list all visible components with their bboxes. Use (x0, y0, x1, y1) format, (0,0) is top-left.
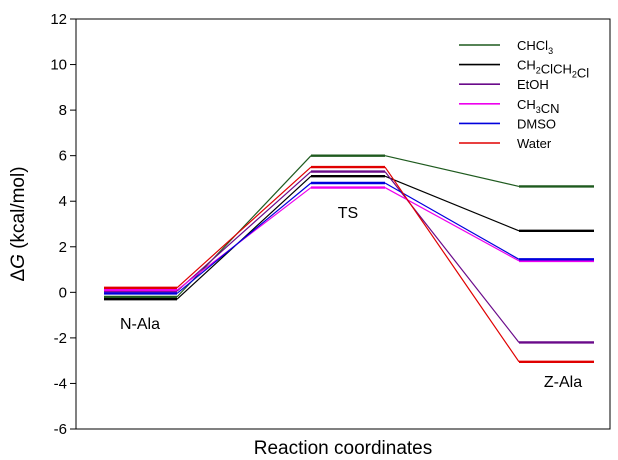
state-label-n-ala: N-Ala (120, 316, 160, 333)
state-label-ts: TS (338, 205, 358, 222)
plot-frame (75, 18, 611, 430)
connector-chcl3 (384, 155, 520, 188)
y-axis: -6 -4 -2 0 2 4 6 8 10 12 (50, 11, 76, 438)
legend-label-etoh: EtOH (517, 77, 549, 92)
legend-label-ch2clch2cl: CH2ClCH2Cl (517, 58, 589, 81)
connector-etoh (176, 171, 312, 292)
legend-label-dmso: DMSO (517, 116, 556, 131)
y-tick-label: 6 (59, 148, 67, 165)
y-axis-title-unit: (kcal/mol) (8, 166, 29, 254)
y-axis-title-variable: G (8, 254, 29, 269)
y-tick-label: 4 (59, 193, 67, 210)
connector-lines (176, 155, 520, 363)
connector-water (176, 166, 312, 289)
connector-ch2clch2cl (384, 175, 520, 232)
y-tick-label: -4 (54, 375, 67, 392)
connector-ch3cn (384, 187, 520, 262)
legend-label-chcl3: CHCl3 (517, 38, 553, 56)
y-tick-label: 12 (50, 11, 67, 28)
connector-chcl3 (176, 155, 312, 298)
y-tick-label: -2 (54, 330, 67, 347)
energy-levels (104, 154, 594, 364)
y-axis-title-prefix: Δ (8, 269, 29, 282)
legend-label-ch3cn: CH3CN (517, 97, 560, 116)
y-tick-label: 10 (50, 57, 67, 74)
y-axis-title: ΔG (kcal/mol) (8, 166, 29, 281)
y-tick-label: 2 (59, 239, 67, 256)
state-labels: N-Ala TS Z-Ala (120, 205, 582, 391)
legend-label-water: Water (517, 136, 552, 151)
connector-water (384, 166, 520, 363)
state-label-z-ala: Z-Ala (544, 374, 582, 391)
connector-dmso (176, 182, 312, 294)
x-axis-title: Reaction coordinates (254, 438, 433, 459)
connector-dmso (384, 182, 520, 260)
y-tick-label: -6 (54, 421, 67, 438)
y-tick-label: 8 (59, 102, 67, 119)
y-tick-label: 0 (59, 284, 67, 301)
